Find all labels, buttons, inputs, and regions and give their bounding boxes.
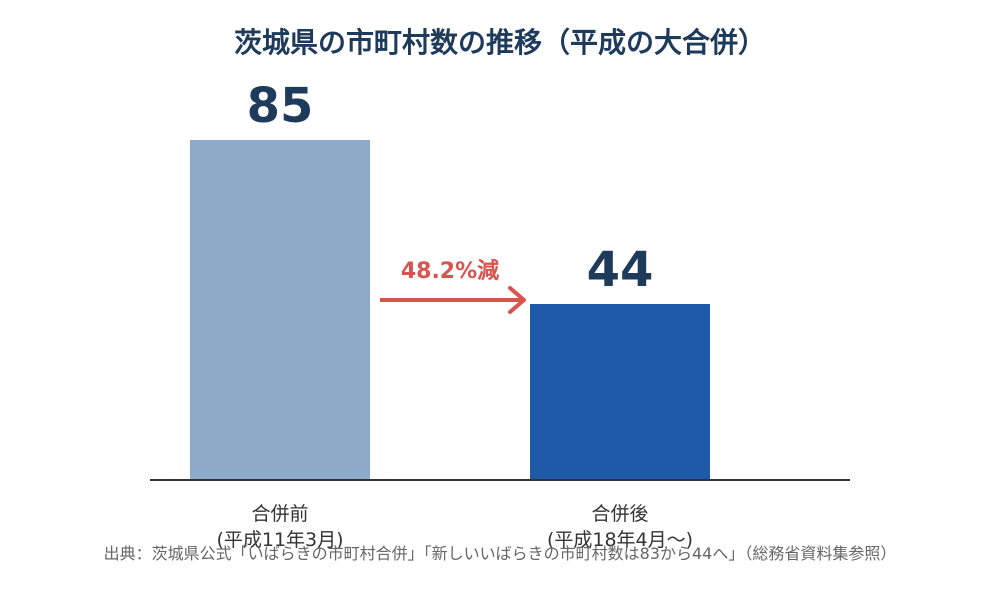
category-labels-layer: 合併前 (平成11年3月) 合併後 (平成18年4月〜) xyxy=(216,503,693,551)
category-label-1-line-0: 合併後 xyxy=(591,503,648,525)
value-label-1: 44 xyxy=(587,242,654,298)
value-label-0: 85 xyxy=(247,78,314,134)
bar-0 xyxy=(190,140,370,480)
category-label-1-line-1: (平成18年4月〜) xyxy=(547,529,693,551)
category-label-0-line-0: 合併前 xyxy=(251,503,308,525)
source-note: 出典：茨城県公式「いばらきの市町村合併」「新しいいばらきの市町村数は83から44… xyxy=(104,544,897,563)
category-label-0-line-1: (平成11年3月) xyxy=(216,529,343,551)
reduction-arrow-head xyxy=(508,286,526,314)
annotation-layer: 48.2%減 xyxy=(380,259,526,314)
value-labels-layer: 85 44 xyxy=(247,78,654,298)
bar-1 xyxy=(530,304,710,480)
bars-layer xyxy=(190,140,710,480)
reduction-annotation-label: 48.2%減 xyxy=(401,259,499,284)
chart-title: 茨城県の市町村数の推移（平成の大合併） xyxy=(234,26,766,59)
